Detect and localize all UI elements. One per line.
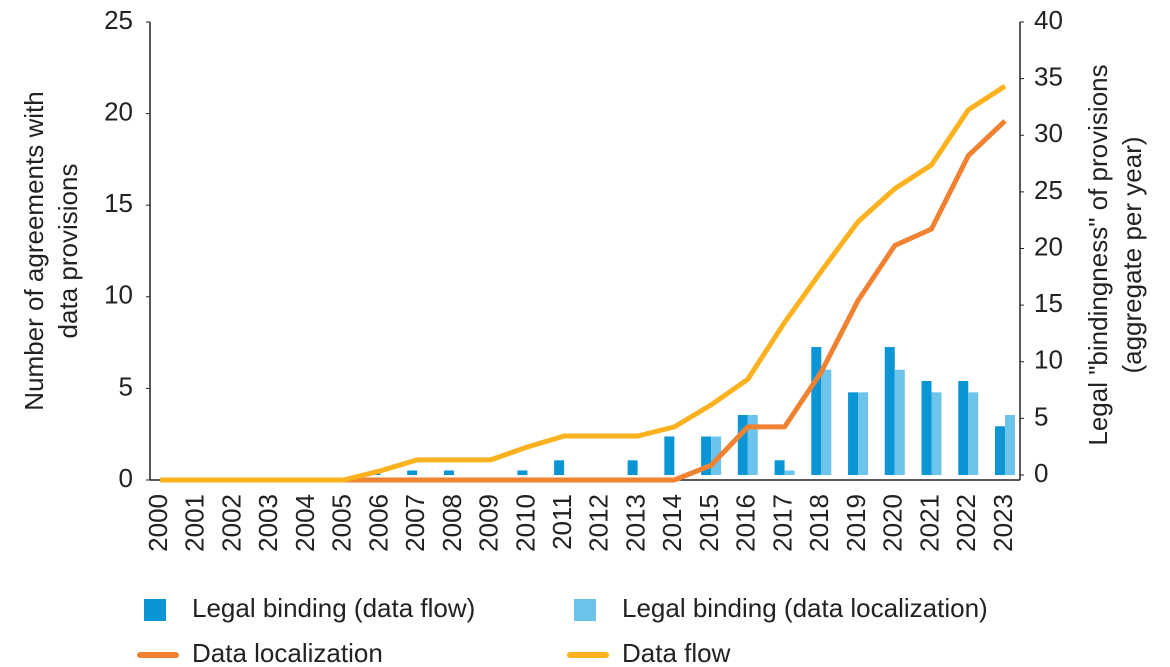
bar <box>517 470 528 475</box>
y2-axis-title: Legal "bindingness" of provisions <box>1083 64 1113 445</box>
x-tick-label: 2018 <box>804 494 834 552</box>
y-tick-label: 20 <box>104 96 133 126</box>
legend-label: Legal binding (data flow) <box>192 593 475 623</box>
bar <box>958 381 969 475</box>
x-tick-label: 2006 <box>363 494 393 552</box>
bar <box>784 470 795 475</box>
legend-swatch <box>144 599 166 621</box>
y2-tick-label: 10 <box>1034 345 1063 375</box>
x-tick-label: 2013 <box>620 494 650 552</box>
y2-tick-label: 5 <box>1034 401 1048 431</box>
bar <box>921 381 932 475</box>
bar <box>554 460 565 475</box>
y-axis-title: data provisions <box>53 164 83 339</box>
x-tick-label: 2002 <box>216 494 246 552</box>
x-tick-label: 2003 <box>253 494 283 552</box>
bar <box>701 436 712 475</box>
bar <box>968 392 979 475</box>
x-tick-label: 2022 <box>951 494 981 552</box>
x-tick-label: 2000 <box>143 494 173 552</box>
legend-label: Legal binding (data localization) <box>622 593 988 623</box>
x-tick-label: 2016 <box>731 494 761 552</box>
bar <box>747 414 758 475</box>
bar <box>664 436 675 475</box>
x-tick-label: 2023 <box>988 494 1018 552</box>
y-tick-label: 10 <box>104 280 133 310</box>
y2-tick-label: 40 <box>1034 5 1063 35</box>
bar <box>884 347 895 475</box>
y-tick-label: 25 <box>104 5 133 35</box>
bar <box>407 470 418 475</box>
bar <box>858 392 869 475</box>
y2-tick-label: 25 <box>1034 175 1063 205</box>
y-tick-label: 0 <box>119 463 133 493</box>
x-tick-label: 2014 <box>657 494 687 552</box>
y2-tick-label: 15 <box>1034 288 1063 318</box>
legend-label: Data flow <box>622 638 731 667</box>
x-tick-label: 2019 <box>841 494 871 552</box>
x-tick-label: 2017 <box>767 494 797 552</box>
x-tick-label: 2012 <box>584 494 614 552</box>
y2-tick-label: 35 <box>1034 62 1063 92</box>
x-tick-label: 2010 <box>510 494 540 552</box>
bar <box>1005 414 1015 475</box>
line-series <box>160 119 1007 483</box>
legend-swatch <box>574 599 596 621</box>
bar <box>894 369 905 475</box>
x-tick-label: 2011 <box>547 494 577 550</box>
y-tick-label: 5 <box>119 371 133 401</box>
bar <box>774 460 785 475</box>
x-tick-label: 2005 <box>327 494 357 552</box>
y2-axis-title: (aggregate per year) <box>1117 136 1147 373</box>
bar <box>848 392 859 475</box>
x-tick-label: 2020 <box>878 494 908 552</box>
line-series <box>160 84 1007 483</box>
bar <box>995 426 1005 475</box>
x-tick-label: 2007 <box>400 494 430 552</box>
y2-tick-label: 30 <box>1034 118 1063 148</box>
x-tick-label: 2009 <box>474 494 504 552</box>
bar <box>627 460 638 475</box>
x-tick-label: 2008 <box>437 494 467 552</box>
y2-tick-label: 0 <box>1034 458 1048 488</box>
x-tick-label: 2004 <box>290 494 320 552</box>
legend-label: Data localization <box>192 638 383 667</box>
y-axis-title: Number of agreements with <box>19 91 49 410</box>
bar <box>811 347 822 475</box>
y2-tick-label: 20 <box>1034 231 1063 261</box>
y-tick-label: 15 <box>104 188 133 218</box>
bar <box>931 392 942 475</box>
x-tick-label: 2001 <box>180 494 210 552</box>
bar <box>711 436 722 475</box>
bar <box>443 470 454 475</box>
x-tick-label: 2021 <box>914 494 944 552</box>
x-tick-label: 2015 <box>694 494 724 552</box>
bar <box>737 414 748 475</box>
bar <box>821 369 832 475</box>
